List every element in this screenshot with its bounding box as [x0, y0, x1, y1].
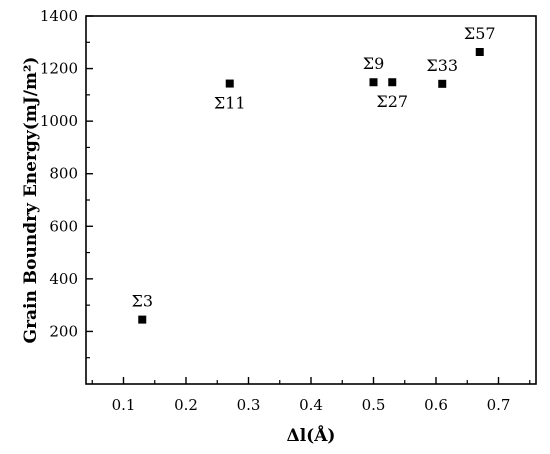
data-point-marker	[438, 79, 447, 88]
data-point-marker	[369, 78, 378, 87]
x-tick-label: 0.1	[112, 396, 136, 414]
y-tick-label: 600	[49, 217, 78, 235]
data-point-label: Σ27	[376, 92, 408, 111]
x-tick-label: 0.3	[237, 396, 261, 414]
y-axis: 200 400 600 800 1000 1200 1400	[40, 7, 93, 359]
data-point-marker	[138, 315, 147, 324]
y-tick-label: 200	[49, 322, 78, 340]
y-tick-label: 400	[49, 270, 78, 288]
x-tick-label: 0.4	[299, 396, 323, 414]
data-point-marker	[388, 78, 397, 87]
y-tick-label: 1000	[40, 112, 78, 130]
x-tick-label: 0.6	[424, 396, 448, 414]
x-axis: 0.1 0.2 0.3 0.4 0.5 0.6 0.7	[91, 377, 531, 414]
y-tick-label: 1400	[40, 7, 78, 25]
data-point-label: Σ3	[132, 292, 154, 311]
data-point-label: Σ9	[363, 54, 385, 73]
x-axis-title: Δl(Å)	[287, 424, 336, 446]
y-tick-label: 800	[49, 165, 78, 183]
x-tick-label: 0.2	[174, 396, 198, 414]
data-point-label: Σ33	[426, 56, 458, 75]
data-point-marker	[475, 48, 484, 57]
x-tick-label: 0.7	[487, 396, 511, 414]
plot-frame	[85, 15, 537, 385]
data-point-label: Σ57	[464, 24, 496, 43]
data-point-label: Σ11	[214, 94, 246, 113]
x-tick-label: 0.5	[362, 396, 386, 414]
data-points: Σ3 Σ11 Σ9 Σ27 Σ33 Σ57	[132, 24, 496, 324]
y-axis-title: Grain Boundry Energy(mJ/m²)	[21, 57, 41, 344]
y-tick-label: 1200	[40, 60, 78, 78]
data-point-marker	[225, 79, 234, 88]
